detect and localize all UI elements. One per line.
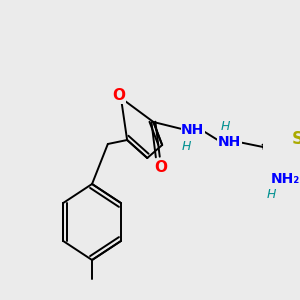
Text: O: O: [113, 88, 126, 104]
Text: H: H: [267, 188, 277, 202]
Text: H: H: [181, 140, 190, 152]
Text: NH: NH: [181, 123, 205, 137]
Text: H: H: [220, 119, 230, 133]
Text: S: S: [292, 130, 300, 148]
Text: NH: NH: [218, 135, 241, 149]
Text: NH₂: NH₂: [271, 172, 300, 186]
Text: O: O: [154, 160, 167, 175]
